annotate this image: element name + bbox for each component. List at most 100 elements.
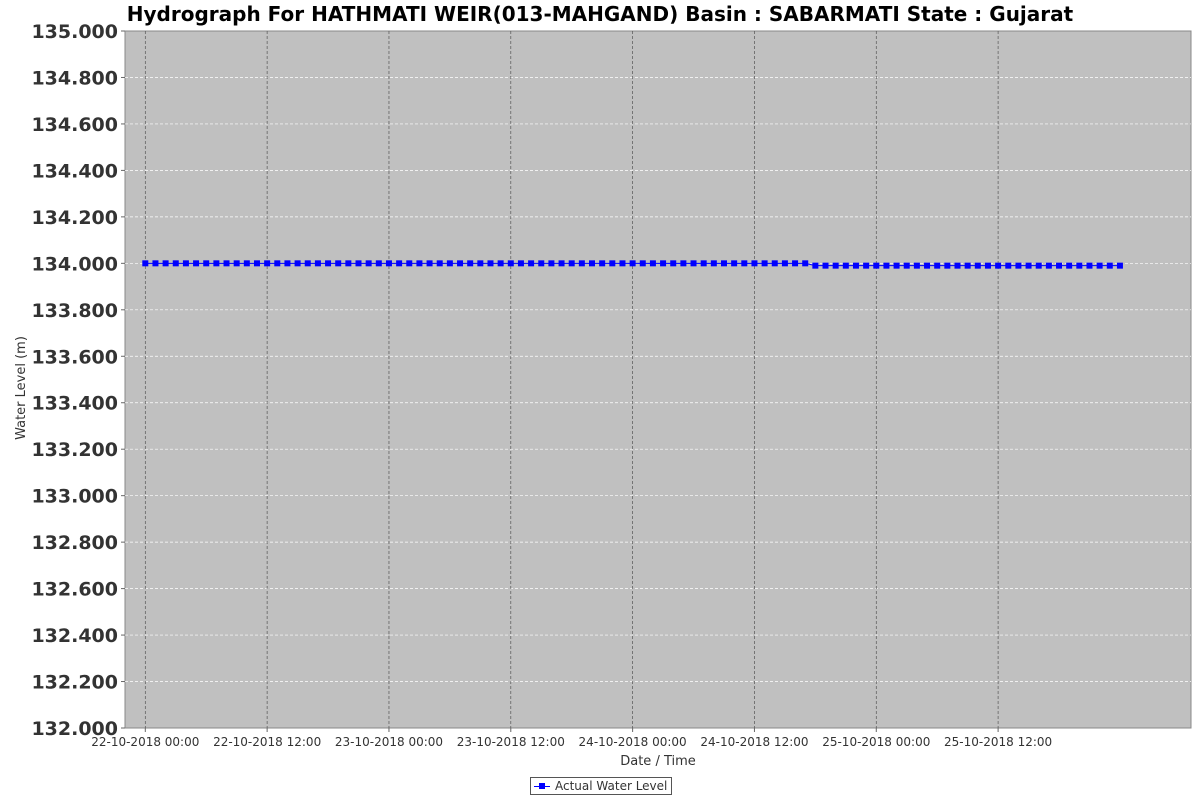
data-point: [832, 262, 839, 269]
axes: 132.000 132.200 132.400 132.600 132.800 133.0…: [31, 21, 1052, 749]
data-point: [365, 260, 372, 267]
y-tick-label: 134.000: [31, 253, 118, 275]
data-point: [720, 260, 727, 267]
data-point: [710, 260, 717, 267]
data-point: [670, 260, 677, 267]
data-point: [629, 260, 636, 267]
chart-title: Hydrograph For HATHMATI WEIR(013-MAHGAND…: [126, 2, 1074, 26]
data-point: [223, 260, 230, 267]
data-point: [416, 260, 423, 267]
data-point: [944, 262, 951, 269]
data-point: [690, 260, 697, 267]
data-point: [1076, 262, 1083, 269]
data-point: [649, 260, 656, 267]
data-point: [193, 260, 200, 267]
data-point: [1005, 262, 1012, 269]
data-point: [182, 260, 189, 267]
data-point: [497, 260, 504, 267]
plot-background: [124, 30, 1192, 729]
y-tick-label: 134.200: [31, 207, 118, 229]
data-point: [751, 260, 758, 267]
data-point: [1025, 262, 1032, 269]
data-point: [639, 260, 646, 267]
data-point: [954, 262, 961, 269]
data-point: [599, 260, 606, 267]
data-point: [375, 260, 382, 267]
y-tick-label: 133.200: [31, 439, 118, 461]
x-tick-label: 24-10-2018 00:00: [579, 735, 687, 749]
series-actual-water-level: [142, 260, 1123, 269]
data-point: [172, 260, 179, 267]
data-point: [1116, 262, 1123, 269]
data-point: [213, 260, 220, 267]
data-point: [883, 262, 890, 269]
data-point: [142, 260, 149, 267]
data-point: [1106, 262, 1113, 269]
data-point: [731, 260, 738, 267]
y-tick-label: 134.600: [31, 114, 118, 136]
data-point: [771, 260, 778, 267]
legend: Actual Water Level: [530, 777, 673, 795]
data-point: [822, 262, 829, 269]
x-tick-label: 24-10-2018 12:00: [700, 735, 808, 749]
data-point: [1035, 262, 1042, 269]
data-point: [578, 260, 585, 267]
data-point: [325, 260, 332, 267]
data-point: [741, 260, 748, 267]
legend-square-marker-icon: [533, 781, 551, 791]
data-point: [660, 260, 667, 267]
data-point: [913, 262, 920, 269]
data-point: [517, 260, 524, 267]
data-point: [243, 260, 250, 267]
data-point: [1086, 262, 1093, 269]
data-point: [487, 260, 494, 267]
data-point: [314, 260, 321, 267]
data-point: [812, 262, 819, 269]
data-point: [995, 262, 1002, 269]
data-point: [964, 262, 971, 269]
data-point: [396, 260, 403, 267]
data-point: [619, 260, 626, 267]
data-point: [934, 262, 941, 269]
data-point: [903, 262, 910, 269]
data-point: [558, 260, 565, 267]
y-tick-label: 132.600: [31, 579, 118, 601]
grid-lines: [125, 31, 1191, 728]
data-point: [1096, 262, 1103, 269]
data-point: [528, 260, 535, 267]
x-tick-label: 25-10-2018 00:00: [822, 735, 930, 749]
x-tick-label: 22-10-2018 12:00: [213, 735, 321, 749]
x-axis-label: Date / Time: [620, 754, 696, 769]
y-tick-label: 135.000: [31, 21, 118, 43]
data-point: [294, 260, 301, 267]
data-point: [761, 260, 768, 267]
data-point: [680, 260, 687, 267]
data-point: [1015, 262, 1022, 269]
y-tick-label: 132.800: [31, 532, 118, 554]
y-tick-label: 133.800: [31, 300, 118, 322]
data-point: [852, 262, 859, 269]
data-point: [1056, 262, 1063, 269]
data-point: [548, 260, 555, 267]
data-point: [233, 260, 240, 267]
data-point: [304, 260, 311, 267]
data-point: [984, 262, 991, 269]
data-point: [507, 260, 514, 267]
data-point: [781, 260, 788, 267]
y-tick-label: 133.600: [31, 346, 118, 368]
y-tick-label: 133.000: [31, 486, 118, 508]
plot-area: [124, 30, 1192, 729]
data-point: [467, 260, 474, 267]
data-point: [345, 260, 352, 267]
data-point: [162, 260, 169, 267]
data-point: [477, 260, 484, 267]
data-point: [264, 260, 271, 267]
y-tick-label: 133.400: [31, 393, 118, 415]
data-point: [924, 262, 931, 269]
data-point: [792, 260, 799, 267]
data-point: [1066, 262, 1073, 269]
data-point: [893, 262, 900, 269]
data-point: [355, 260, 362, 267]
data-point: [274, 260, 281, 267]
